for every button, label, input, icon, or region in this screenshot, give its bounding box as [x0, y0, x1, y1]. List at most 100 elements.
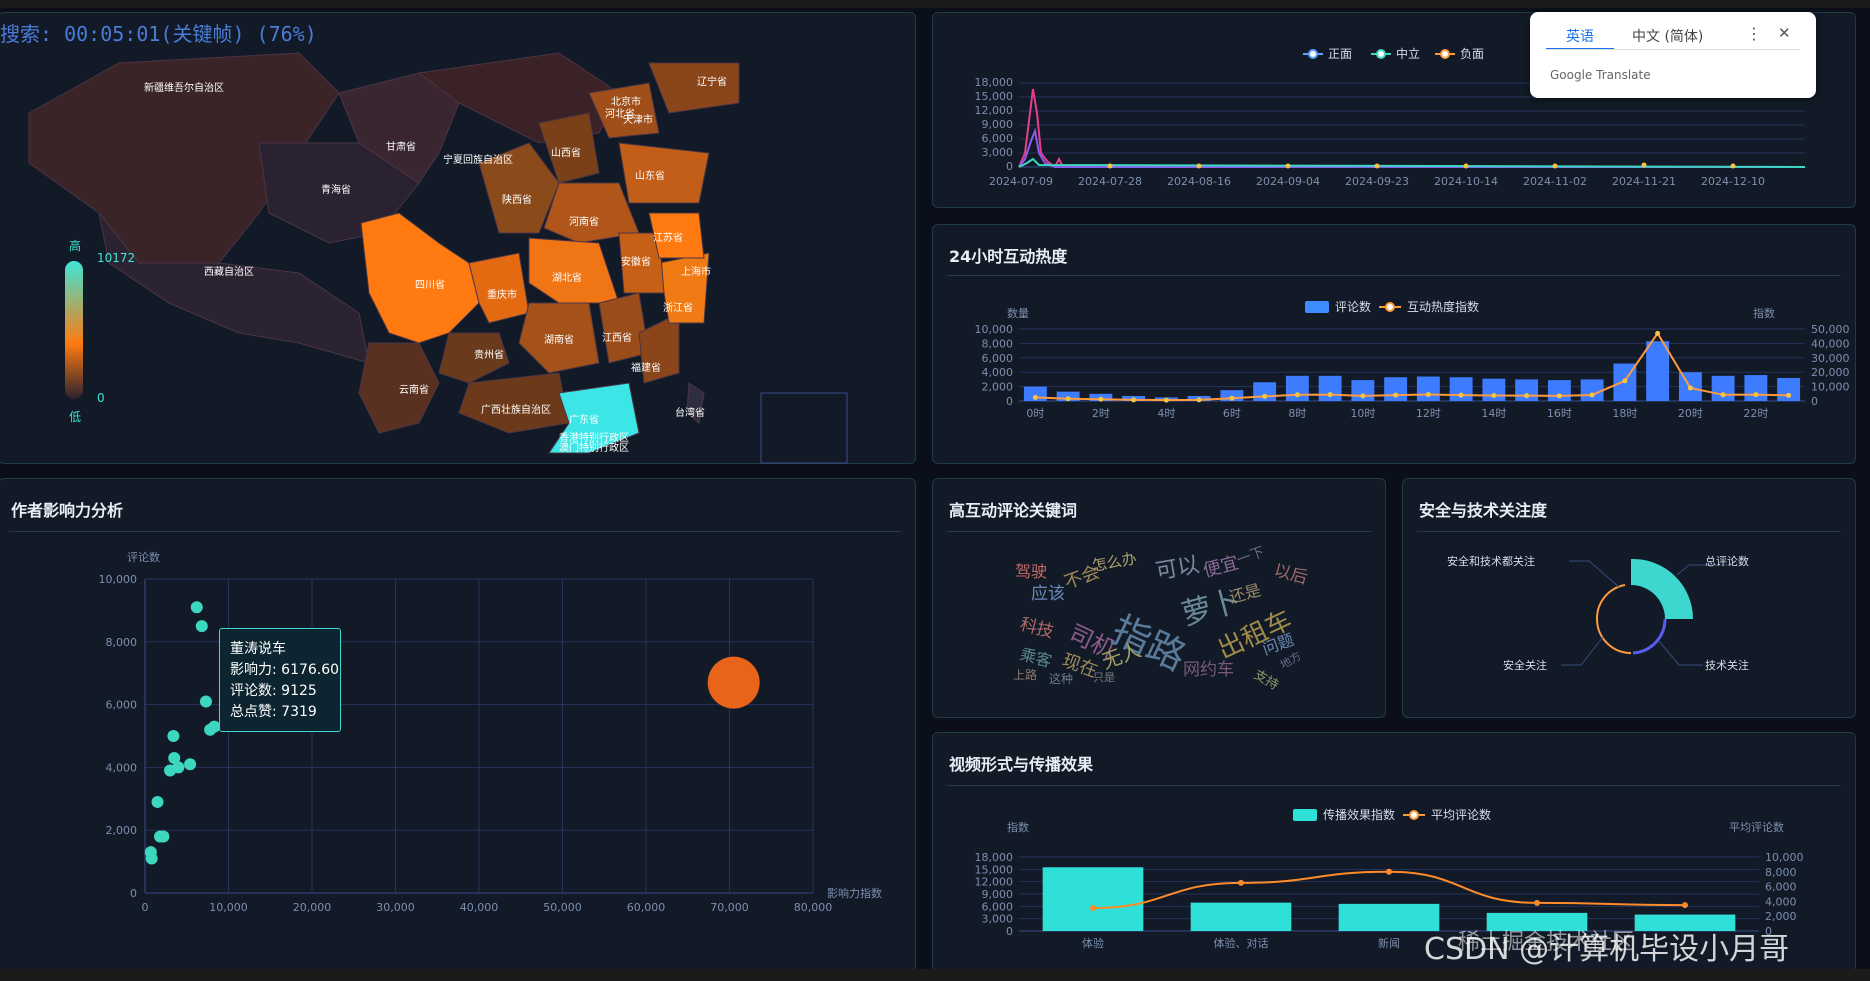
x-tick-label: 2时	[1092, 407, 1110, 420]
region-fujian[interactable]	[638, 312, 680, 384]
keyword[interactable]: 驾驶	[1015, 562, 1047, 581]
slice-tech[interactable]	[1632, 618, 1667, 655]
author-point[interactable]	[184, 758, 197, 771]
left-tick-label: 18,000	[975, 851, 1014, 864]
region-sichuan[interactable]	[360, 212, 480, 344]
tooltip-likes: 总点赞: 7319	[230, 704, 317, 720]
keyword[interactable]: 以后	[1272, 561, 1310, 589]
author-point[interactable]	[199, 695, 212, 708]
region-henan[interactable]	[543, 182, 640, 244]
negative-series-line[interactable]	[1018, 88, 1805, 169]
author-point[interactable]	[151, 795, 164, 808]
label-chongqing: 重庆市	[487, 288, 517, 301]
spread-bar[interactable]	[1486, 912, 1588, 931]
x-axis-name: 影响力指数	[827, 886, 882, 900]
region-guangxi[interactable]	[458, 372, 570, 434]
region-taiwan[interactable]	[686, 382, 705, 424]
region-hunan[interactable]	[518, 302, 600, 374]
close-icon[interactable]: ✕	[1778, 24, 1791, 42]
comment-bar[interactable]	[1580, 379, 1604, 401]
author-point[interactable]	[145, 852, 158, 865]
legend-avg-marker[interactable]	[1409, 810, 1419, 820]
heat-index-point	[1491, 393, 1497, 399]
keyword[interactable]: 怎么办	[1091, 549, 1138, 575]
author-point[interactable]	[168, 751, 181, 764]
region-liaoning[interactable]	[648, 62, 740, 114]
spread-bar[interactable]	[1190, 902, 1292, 931]
right-tick-label: 30,000	[1811, 352, 1850, 365]
legend-spread[interactable]: 传播效果指数	[1323, 807, 1395, 822]
neutral-series-line[interactable]	[1018, 157, 1806, 168]
legend-negative[interactable]: 负面	[1460, 47, 1484, 61]
spread-bar[interactable]	[1338, 903, 1440, 931]
author-point[interactable]	[707, 656, 760, 709]
region-guizhou[interactable]	[438, 332, 510, 384]
spread-bar[interactable]	[1634, 914, 1736, 931]
google-translate-popup: 英语 中文 (简体) ⋮ ✕ Google Translate	[1530, 12, 1816, 98]
leader-line	[1569, 560, 1620, 588]
legend-negative-marker[interactable]	[1440, 49, 1450, 59]
keyword[interactable]: 上路	[1013, 667, 1037, 682]
south-china-sea-inset	[760, 392, 848, 464]
region-xinjiang[interactable]	[28, 52, 340, 264]
left-tick-label: 12,000	[975, 876, 1014, 889]
legend-avg-comments[interactable]: 平均评论数	[1431, 807, 1491, 822]
author-point[interactable]	[208, 720, 221, 733]
author-point[interactable]	[167, 730, 180, 742]
comment-bar[interactable]	[1220, 390, 1244, 401]
region-yunnan[interactable]	[358, 342, 440, 434]
keyword[interactable]: 一下	[1235, 544, 1267, 569]
label-xinjiang: 新疆维吾尔自治区	[144, 81, 224, 94]
legend-heat-marker[interactable]	[1385, 302, 1395, 312]
keyword[interactable]: 只是	[1093, 671, 1115, 684]
title-divider	[947, 785, 1841, 786]
keyword[interactable]: 网约车	[1183, 660, 1234, 680]
legend-positive-marker[interactable]	[1308, 49, 1318, 59]
spread-bar[interactable]	[1042, 867, 1144, 931]
avg-comments-point	[1534, 899, 1540, 906]
author-point[interactable]	[190, 601, 203, 614]
legend-heat[interactable]: 互动热度指数	[1407, 299, 1479, 314]
legend-comments[interactable]: 评论数	[1335, 299, 1371, 314]
translate-tab-chinese[interactable]: 中文 (简体)	[1632, 29, 1704, 45]
author-point[interactable]	[164, 764, 177, 777]
label-qinghai: 青海省	[321, 183, 351, 196]
google-translate-logo: Google Translate	[1550, 68, 1651, 82]
author-point[interactable]	[157, 830, 170, 843]
region-anhui[interactable]	[618, 232, 665, 294]
visual-map-gradient[interactable]	[65, 261, 83, 399]
region-chongqing[interactable]	[468, 252, 530, 324]
keyword[interactable]: 这种	[1049, 671, 1073, 686]
translate-tab-english[interactable]: 英语	[1566, 29, 1594, 45]
legend-positive[interactable]: 正面	[1328, 47, 1352, 61]
slice-total[interactable]	[1631, 558, 1693, 619]
region-hebei[interactable]	[588, 82, 660, 139]
comment-bar[interactable]	[1318, 375, 1342, 401]
region-shandong[interactable]	[618, 142, 710, 204]
region-guangdong[interactable]	[548, 382, 640, 454]
more-options-icon[interactable]: ⋮	[1746, 24, 1762, 43]
video-panel: 视频形式与传播效果 传播效果指数 平均评论数 指数 平均评论数 18,000 15…	[932, 732, 1856, 978]
label-taiwan: 台湾省	[675, 406, 705, 419]
comment-bar[interactable]	[1416, 376, 1440, 401]
keyword[interactable]: 支持	[1251, 667, 1281, 693]
keyword[interactable]: 可以	[1154, 553, 1202, 585]
heat-index-point	[1655, 330, 1661, 336]
region-shanxi[interactable]	[538, 112, 600, 184]
slice-safety[interactable]	[1595, 584, 1632, 654]
region-hubei[interactable]	[528, 237, 620, 304]
legend-neutral[interactable]: 中立	[1396, 46, 1420, 61]
avg-comments-point	[1238, 879, 1244, 886]
legend-comments-swatch[interactable]	[1305, 301, 1329, 313]
author-point[interactable]	[195, 620, 208, 633]
region-shaanxi[interactable]	[478, 142, 560, 234]
keyword[interactable]: 科技	[1018, 615, 1056, 643]
keyword[interactable]: 应该	[1031, 584, 1065, 604]
positive-series-line[interactable]	[1018, 127, 1805, 168]
region-jiangsu[interactable]	[648, 212, 705, 259]
comment-bar[interactable]	[1646, 341, 1670, 401]
avg-comments-point	[1386, 868, 1392, 875]
map-panel: 新疆维吾尔自治区 西藏自治区 青海省 甘肃省 宁夏回族自治区 四川省 云南省 贵…	[0, 12, 916, 464]
legend-spread-swatch[interactable]	[1293, 809, 1317, 821]
legend-neutral-marker[interactable]	[1376, 49, 1386, 59]
